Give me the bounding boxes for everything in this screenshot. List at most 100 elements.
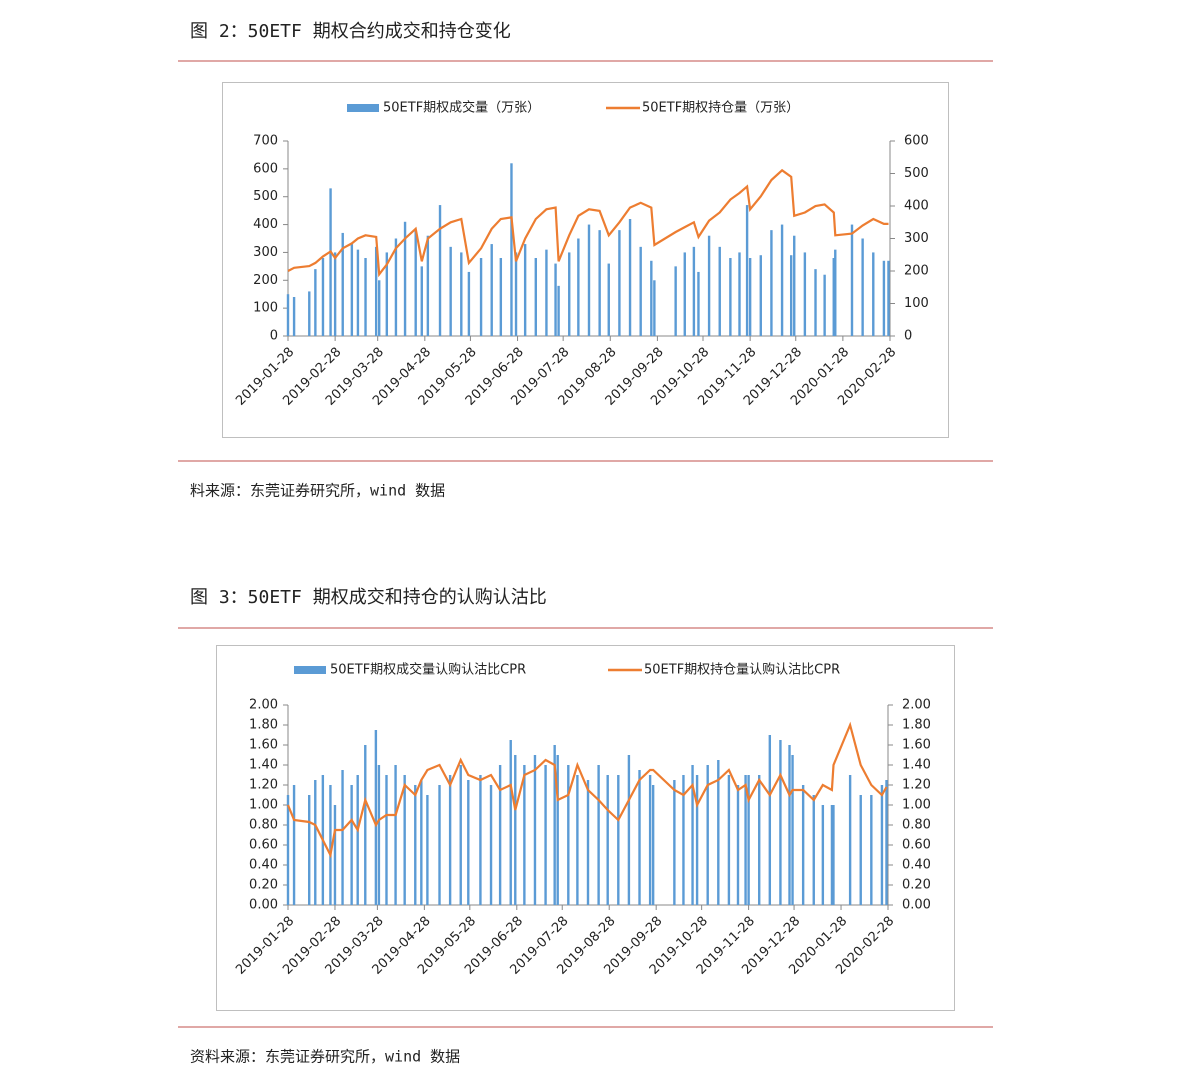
bar xyxy=(823,274,826,336)
bar xyxy=(691,765,694,905)
bar xyxy=(717,760,720,905)
y2-tick-label: 0.60 xyxy=(902,838,931,853)
bar xyxy=(618,230,621,336)
legend-label: 50ETF期权持仓量认购认沽比CPR xyxy=(644,662,840,678)
bar xyxy=(556,755,559,905)
bar xyxy=(789,255,793,336)
y-tick-label: 0.20 xyxy=(249,878,278,893)
bar xyxy=(576,775,579,905)
bar xyxy=(861,238,864,336)
bar xyxy=(834,249,837,336)
bar xyxy=(707,235,711,336)
bar xyxy=(627,755,631,905)
bar xyxy=(587,224,591,336)
bar xyxy=(499,258,503,336)
bar xyxy=(333,805,337,905)
chart-frame xyxy=(222,82,949,438)
legend-swatch xyxy=(294,666,326,674)
y-tick-label: 500 xyxy=(253,189,278,204)
y2-tick-label: 0.40 xyxy=(902,858,931,873)
bar xyxy=(727,775,731,905)
bar xyxy=(286,294,290,336)
bar xyxy=(385,252,389,336)
bar xyxy=(803,252,807,336)
bar xyxy=(314,780,317,905)
bar xyxy=(770,230,773,336)
bar xyxy=(479,258,483,336)
y-tick-label: 1.00 xyxy=(249,798,278,813)
bar xyxy=(830,805,834,905)
bar xyxy=(498,765,502,905)
bar xyxy=(479,775,482,905)
bar xyxy=(467,271,471,336)
y2-tick-label: 1.60 xyxy=(902,738,931,753)
bar xyxy=(350,785,353,905)
bar xyxy=(729,258,732,336)
caption: 图 2：50ETF 期权合约成交和持仓变化 xyxy=(190,21,511,42)
bar xyxy=(768,735,772,905)
bar xyxy=(426,795,429,905)
bar xyxy=(617,775,620,905)
bar xyxy=(812,795,815,905)
y-tick-label: 2.00 xyxy=(249,698,278,713)
bar xyxy=(586,780,590,905)
bar xyxy=(597,765,600,905)
y-tick-label: 1.20 xyxy=(249,778,278,793)
bar xyxy=(738,252,741,336)
bar xyxy=(292,297,296,336)
bar xyxy=(801,785,805,905)
bar xyxy=(736,785,740,905)
bar xyxy=(286,795,290,905)
bar xyxy=(460,252,463,336)
bar xyxy=(577,238,580,336)
bar xyxy=(859,795,862,905)
y-tick-label: 0.00 xyxy=(249,898,278,913)
bar xyxy=(870,795,873,905)
bar xyxy=(374,730,378,905)
bar xyxy=(821,805,825,905)
bar xyxy=(598,230,601,336)
bar xyxy=(394,765,397,905)
bar xyxy=(692,246,696,336)
legend-label: 50ETF期权持仓量（万张） xyxy=(642,100,799,116)
bar xyxy=(341,232,344,336)
bar xyxy=(814,269,817,336)
bar xyxy=(673,780,676,905)
y2-tick-label: 1.20 xyxy=(902,778,931,793)
bar xyxy=(394,238,398,336)
bar xyxy=(885,780,888,905)
bar xyxy=(832,805,835,905)
bar xyxy=(628,219,632,336)
legend-label: 50ETF期权成交量（万张） xyxy=(383,100,540,116)
bar xyxy=(544,765,547,905)
y2-tick-label: 500 xyxy=(904,166,929,181)
y-tick-label: 1.40 xyxy=(249,758,278,773)
bar xyxy=(350,244,354,336)
bar xyxy=(674,266,677,336)
caption: 图 3：50ETF 期权成交和持仓的认购认沽比 xyxy=(190,587,547,608)
bar xyxy=(514,755,517,905)
y2-tick-label: 0.80 xyxy=(902,818,931,833)
bar xyxy=(568,252,571,336)
y-tick-label: 0.80 xyxy=(249,818,278,833)
bar xyxy=(758,775,761,905)
bar xyxy=(650,260,653,336)
bar xyxy=(414,230,417,336)
y2-tick-label: 0.20 xyxy=(902,878,931,893)
bar xyxy=(747,775,750,905)
bar xyxy=(697,271,700,336)
y2-tick-label: 0 xyxy=(904,329,912,344)
bar xyxy=(308,795,311,905)
bar xyxy=(448,775,452,905)
bar xyxy=(364,745,367,905)
bar xyxy=(648,775,652,905)
bar xyxy=(533,755,537,905)
y2-tick-label: 1.00 xyxy=(902,798,931,813)
bar xyxy=(745,205,749,336)
bar xyxy=(606,775,609,905)
bar xyxy=(438,785,441,905)
bar xyxy=(341,770,344,905)
bar xyxy=(523,244,527,336)
bar xyxy=(292,785,296,905)
